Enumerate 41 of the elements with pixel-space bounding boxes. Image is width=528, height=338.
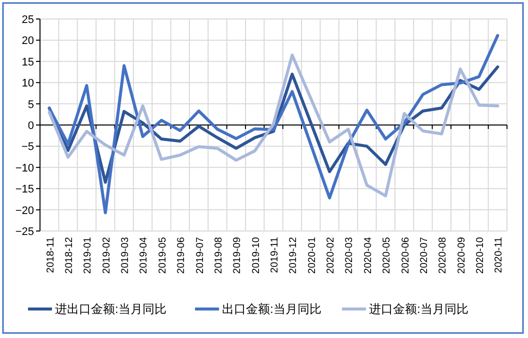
- y-tick-label: −25: [15, 226, 34, 238]
- line-series: [48, 54, 500, 198]
- line-series: [48, 34, 500, 214]
- x-tick-label: 2019-06: [176, 236, 188, 274]
- y-tick-label: −5: [21, 141, 34, 154]
- x-tick-label: 2020-04: [362, 236, 374, 274]
- x-tick-label: 2020-02: [326, 236, 337, 274]
- x-tick-label: 2019-02: [101, 236, 112, 274]
- x-tick-label: 2020-10: [474, 236, 486, 274]
- y-tick-label: 5: [28, 98, 34, 111]
- x-tick-label: 2019-08: [213, 236, 224, 274]
- x-tick-label: 2020-07: [418, 236, 430, 274]
- y-tick-label: −10: [15, 162, 34, 174]
- x-tick-label: 2018-11: [45, 236, 56, 273]
- x-tick-label: 2020-09: [456, 236, 468, 274]
- y-tick-label: −15: [15, 184, 34, 196]
- x-tick-label: 2019-04: [138, 236, 150, 274]
- x-tick-label: 2019-10: [250, 236, 262, 274]
- x-tick-label: 2018-12: [64, 236, 76, 274]
- y-tick-label: 0: [28, 120, 34, 132]
- x-tick-label: 2020-05: [382, 236, 393, 274]
- y-tick-label: 20: [22, 35, 34, 48]
- x-tick-label: 2019-03: [120, 236, 132, 274]
- x-tick-label: 2019-11: [270, 236, 280, 273]
- y-tick-label: 15: [22, 56, 34, 68]
- x-tick-label: 2019-01: [82, 236, 94, 274]
- x-tick-label: 2019-09: [232, 236, 244, 274]
- y-tick-label: 25: [22, 14, 34, 26]
- x-tick-label: 2019-05: [157, 236, 168, 274]
- x-tick-label: 2019-07: [194, 236, 206, 274]
- x-tick-label: 2020-06: [400, 236, 412, 274]
- x-tick-label: 2020-01: [306, 236, 318, 274]
- legend-label: 进出口金额:当月同比: [55, 302, 166, 316]
- legend-label: 出口金额:当月同比: [222, 302, 322, 316]
- legend-label: 进口金额:当月同比: [369, 302, 468, 316]
- y-tick-label: 10: [22, 78, 34, 90]
- x-tick-label: 2020-03: [344, 236, 356, 274]
- x-tick-label: 2019-12: [288, 236, 300, 274]
- x-tick-label: 2020-11: [494, 236, 505, 273]
- y-tick-label: −20: [15, 204, 34, 217]
- x-tick-label: 2020-08: [438, 236, 449, 274]
